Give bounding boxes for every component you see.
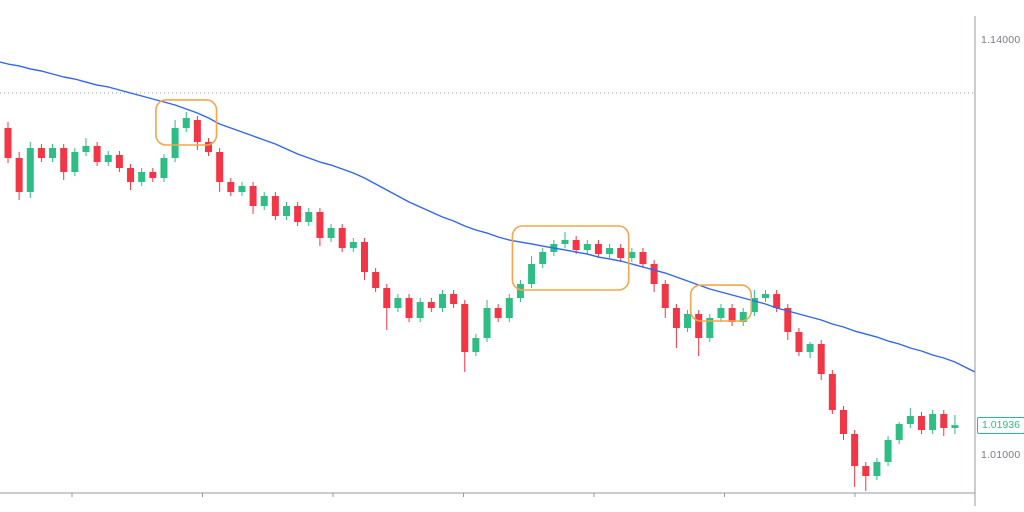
candle-body[interactable] [661, 283, 669, 309]
candle-body[interactable] [728, 308, 736, 323]
candle-body[interactable] [49, 147, 57, 158]
annotation-box[interactable] [511, 225, 630, 291]
candle-body[interactable] [26, 147, 34, 192]
candle-body[interactable] [37, 147, 45, 158]
candle-body[interactable] [249, 185, 257, 207]
candle-body[interactable] [349, 242, 357, 249]
candle-body[interactable] [528, 264, 536, 284]
candle-body[interactable] [294, 206, 302, 222]
candle-body[interactable] [539, 252, 547, 265]
candle-body[interactable] [260, 196, 268, 207]
candle-body[interactable] [873, 462, 881, 477]
candle-body[interactable] [115, 154, 123, 169]
candle-body[interactable] [372, 271, 380, 289]
candle-body[interactable] [773, 294, 781, 309]
current-price-badge: 1.01936 [977, 417, 1024, 435]
candle-body[interactable] [283, 206, 290, 216]
candle-body[interactable] [360, 242, 368, 272]
candle-body[interactable] [416, 301, 424, 318]
candle-body[interactable] [138, 172, 146, 182]
candle-body[interactable] [60, 147, 68, 173]
candle-body[interactable] [71, 151, 79, 173]
candle-body[interactable] [672, 308, 680, 329]
candle-body[interactable] [606, 248, 614, 255]
candle-body[interactable] [929, 414, 937, 431]
candle-body[interactable] [650, 264, 658, 284]
y-axis-label-top: 1.14000 [981, 34, 1021, 46]
candle-body[interactable] [383, 288, 391, 309]
candle-body[interactable] [227, 181, 235, 192]
candle-body[interactable] [472, 338, 480, 352]
candle-body[interactable] [594, 243, 602, 255]
annotation-box[interactable] [155, 99, 218, 146]
candle-body[interactable] [461, 304, 469, 352]
candle-body[interactable] [160, 157, 168, 179]
candle-body[interactable] [862, 466, 870, 477]
candle-body[interactable] [561, 240, 569, 244]
candle-body[interactable] [706, 317, 714, 339]
annotation-box[interactable] [689, 284, 753, 322]
candle-body[interactable] [583, 243, 591, 250]
ma-line [0, 61, 976, 373]
candle-body[interactable] [271, 196, 279, 216]
candle-body[interactable] [149, 172, 157, 179]
candle-body[interactable] [338, 228, 346, 249]
candle-body[interactable] [750, 298, 758, 312]
candle-body[interactable] [884, 440, 892, 463]
candle-body[interactable] [327, 228, 335, 238]
candle-body[interactable] [405, 298, 413, 318]
candle-body[interactable] [784, 308, 792, 333]
candle-body[interactable] [394, 298, 402, 309]
candle-body[interactable] [127, 168, 135, 182]
candle-body[interactable] [516, 283, 524, 299]
candle-body[interactable] [817, 344, 825, 375]
candle-body[interactable] [895, 424, 903, 441]
candle-body[interactable] [717, 308, 725, 318]
candle-body[interactable] [15, 157, 23, 192]
candle-body[interactable] [572, 240, 580, 250]
candle-body[interactable] [427, 301, 435, 309]
candle-body[interactable] [483, 308, 491, 339]
candle-body[interactable] [795, 332, 803, 352]
candle-body[interactable] [216, 151, 224, 182]
candle-body[interactable] [684, 314, 692, 329]
candle-body[interactable] [917, 415, 925, 431]
candle-body[interactable] [806, 344, 814, 352]
candle-body[interactable] [238, 185, 246, 192]
candle-body[interactable] [4, 128, 12, 158]
candle-body[interactable] [695, 314, 703, 339]
candle-body[interactable] [171, 128, 179, 158]
candle-body[interactable] [305, 212, 313, 222]
candle-body[interactable] [193, 120, 201, 142]
candle-body[interactable] [438, 294, 446, 309]
candle-body[interactable] [104, 154, 112, 163]
candle-body[interactable] [851, 434, 859, 467]
candle-body[interactable] [906, 415, 914, 425]
candle-body[interactable] [617, 248, 625, 259]
candle-body[interactable] [840, 409, 847, 435]
candle-body[interactable] [628, 252, 636, 259]
candle-body[interactable] [828, 374, 836, 410]
y-axis-label-bottom: 1.01000 [981, 449, 1021, 461]
candle-body[interactable] [505, 298, 513, 318]
candle-body[interactable] [450, 294, 458, 305]
candle-body[interactable] [93, 145, 101, 163]
candle-body[interactable] [82, 145, 90, 152]
candle-body[interactable] [205, 141, 213, 152]
candle-body[interactable] [951, 425, 959, 429]
candle-body[interactable] [739, 311, 747, 323]
candle-body[interactable] [182, 118, 190, 129]
candle-body[interactable] [639, 252, 647, 265]
candle-body[interactable] [494, 308, 502, 318]
candle-body[interactable] [316, 212, 324, 238]
candle-body[interactable] [762, 294, 770, 299]
candle-body[interactable] [940, 414, 948, 429]
